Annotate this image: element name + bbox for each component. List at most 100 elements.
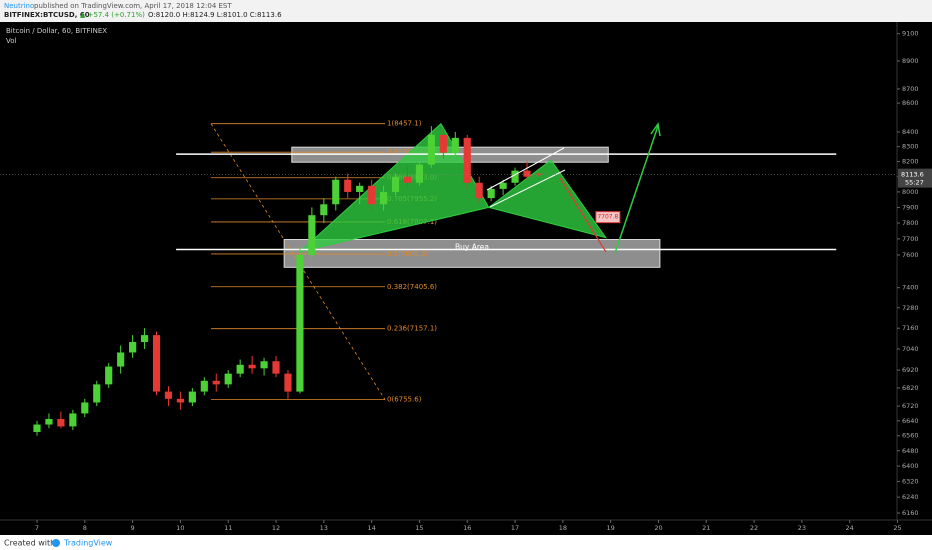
y-tick-label: 6560 bbox=[902, 432, 919, 440]
drawing-layer: 9100890087008600840083008200810080007900… bbox=[0, 30, 932, 532]
chart-title: Bitcoin / Dollar, 60, BITFINEX bbox=[6, 27, 107, 35]
candle-body bbox=[248, 364, 256, 369]
countdown-label: 55:27 bbox=[905, 179, 924, 187]
candle-body bbox=[487, 188, 495, 199]
harmonic-pattern bbox=[487, 159, 608, 239]
candle-body bbox=[523, 170, 531, 177]
channel-line bbox=[486, 147, 565, 191]
target-tag bbox=[595, 211, 621, 224]
x-tick-label: 12 bbox=[272, 524, 280, 532]
candle-body bbox=[272, 361, 280, 374]
y-tick-label: 8300 bbox=[902, 143, 919, 151]
x-tick-label: 11 bbox=[224, 524, 232, 532]
y-tick-label: 6240 bbox=[902, 493, 919, 501]
fib-label: 0.5(7606.3) bbox=[387, 250, 428, 258]
x-tick-label: 18 bbox=[559, 524, 567, 532]
last-price-tag bbox=[898, 168, 932, 188]
plot-background bbox=[0, 22, 932, 535]
y-tick-label: 7040 bbox=[902, 345, 919, 353]
fib-label: 0.382(7405.6) bbox=[387, 283, 437, 291]
y-tick-label: 7280 bbox=[902, 304, 919, 312]
candle-body bbox=[332, 179, 340, 205]
y-tick-label: 9100 bbox=[902, 30, 919, 38]
footer-created: Created with bbox=[4, 539, 55, 548]
candle-body bbox=[152, 335, 161, 392]
y-tick-label: 6160 bbox=[902, 509, 919, 517]
candle-body bbox=[69, 413, 77, 427]
x-tick-label: 8 bbox=[83, 524, 87, 532]
candle-body bbox=[140, 335, 149, 343]
x-tick-label: 16 bbox=[463, 524, 471, 532]
candle-body bbox=[344, 179, 352, 192]
y-tick-label: 7700 bbox=[902, 235, 919, 243]
candle-body bbox=[260, 361, 268, 369]
candle-body bbox=[475, 182, 483, 199]
candle-body bbox=[236, 364, 244, 374]
y-tick-label: 8600 bbox=[902, 99, 919, 107]
candle-body bbox=[200, 380, 208, 392]
candle-body bbox=[535, 173, 543, 175]
last-price-label: 8113.6 bbox=[901, 171, 924, 179]
candle-body bbox=[356, 185, 364, 192]
channel-line bbox=[489, 169, 566, 208]
candle-body bbox=[224, 373, 232, 385]
x-tick-label: 13 bbox=[320, 524, 328, 532]
published: published on TradingView.com, April 17, … bbox=[34, 2, 232, 10]
y-tick-label: 8400 bbox=[902, 128, 919, 136]
y-tick-label: 7600 bbox=[902, 251, 919, 259]
zone bbox=[283, 239, 661, 268]
candle-body bbox=[511, 170, 519, 183]
y-tick-label: 8700 bbox=[902, 85, 919, 93]
y-tick-label: 6820 bbox=[902, 384, 919, 392]
y-tick-label: 6320 bbox=[902, 478, 919, 486]
y-tick-label: 6480 bbox=[902, 447, 919, 455]
red-arrow bbox=[559, 177, 607, 253]
y-tick-label: 8000 bbox=[902, 188, 919, 196]
change: ▲ +57.4 (+0.71%) bbox=[80, 11, 145, 19]
candle-body bbox=[296, 254, 304, 392]
candle-body bbox=[188, 391, 196, 403]
x-tick-label: 19 bbox=[607, 524, 615, 532]
candle-body bbox=[212, 380, 220, 385]
zone-label: Buy Area bbox=[455, 243, 489, 252]
x-tick-label: 10 bbox=[176, 524, 184, 532]
footer-bar bbox=[0, 535, 932, 550]
x-tick-label: 15 bbox=[415, 524, 423, 532]
candle-body bbox=[391, 176, 400, 192]
y-tick-label: 7800 bbox=[902, 219, 919, 227]
candle-body bbox=[451, 137, 459, 153]
candle-body bbox=[117, 352, 125, 367]
candle-body bbox=[427, 134, 435, 165]
candle-body bbox=[164, 391, 173, 399]
candle-body bbox=[105, 366, 113, 385]
y-tick-label: 6640 bbox=[902, 417, 919, 425]
candle-body bbox=[284, 373, 292, 392]
x-tick-label: 9 bbox=[131, 524, 135, 532]
y-tick-label: 8200 bbox=[902, 158, 919, 166]
fib-label: 1(8457.1) bbox=[387, 120, 422, 128]
candle-body bbox=[368, 185, 376, 205]
x-tick-label: 21 bbox=[702, 524, 710, 532]
ohlc: O:8120.0 H:8124.9 L:8101.0 C:8113.6 bbox=[148, 11, 282, 19]
indicator-label: Vol bbox=[6, 37, 17, 45]
candle-body bbox=[33, 424, 41, 432]
green-arrow bbox=[614, 125, 659, 254]
candle-body bbox=[463, 137, 471, 183]
x-tick-label: 20 bbox=[654, 524, 662, 532]
author: Neutrino bbox=[4, 2, 34, 10]
candle-body bbox=[439, 134, 447, 153]
fib-label: 0(6755.6) bbox=[387, 396, 422, 404]
brand-icon bbox=[52, 539, 60, 547]
candle-body bbox=[308, 215, 316, 255]
y-tick-label: 6720 bbox=[902, 402, 919, 410]
x-tick-label: 22 bbox=[750, 524, 758, 532]
footer-brand[interactable]: TradingView bbox=[63, 539, 113, 548]
header-bar bbox=[0, 0, 932, 22]
candle-body bbox=[129, 342, 137, 353]
y-tick-label: 7400 bbox=[902, 284, 919, 292]
y-tick-label: 7160 bbox=[902, 324, 919, 332]
y-tick-label: 6400 bbox=[902, 462, 919, 470]
candle-body bbox=[379, 191, 388, 205]
